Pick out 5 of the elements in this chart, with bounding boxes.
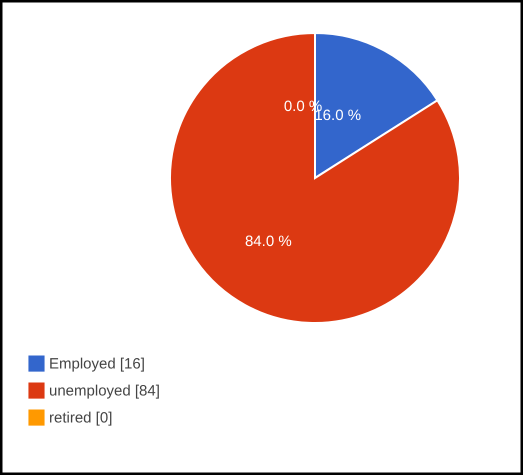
pie-slice — [169, 32, 461, 324]
legend-label: Employed [16] — [49, 356, 145, 372]
legend-label: unemployed [84] — [49, 382, 160, 400]
data-label: 84.0 % — [244, 233, 292, 250]
legend-label: retired [0] — [49, 410, 112, 426]
